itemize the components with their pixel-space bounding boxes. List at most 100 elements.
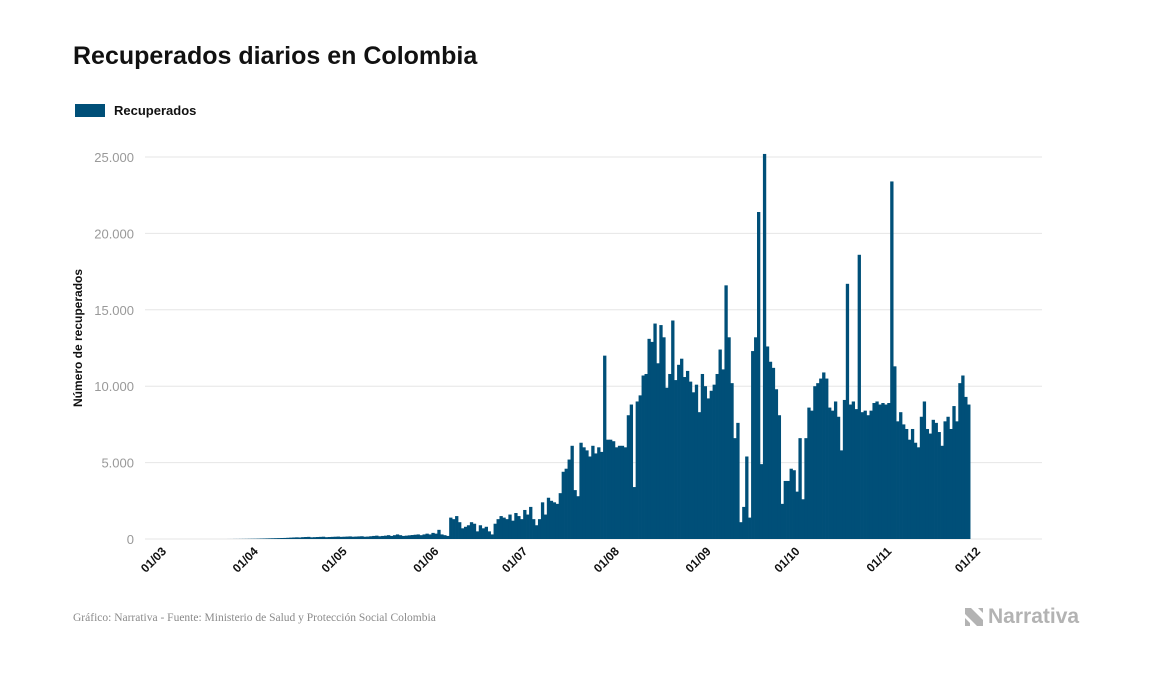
bar (321, 536, 326, 539)
bar (487, 531, 491, 539)
bar (905, 428, 909, 539)
bar (727, 337, 731, 539)
bar (913, 442, 918, 539)
bar (298, 537, 302, 539)
bar (478, 525, 483, 539)
bar (313, 537, 317, 539)
bar (502, 517, 506, 539)
bar (845, 283, 850, 539)
bar (825, 378, 829, 539)
bar (677, 364, 681, 539)
bar (943, 421, 947, 539)
bar (552, 502, 557, 539)
bar (546, 497, 551, 539)
bar (570, 445, 574, 539)
bar (333, 536, 338, 539)
x-tick-label: 01/06 (410, 544, 441, 575)
bar (798, 438, 802, 539)
bar (685, 370, 690, 539)
bar (751, 351, 755, 539)
bar (283, 537, 287, 539)
bar (576, 496, 580, 539)
bar (896, 421, 900, 539)
bar (271, 538, 275, 539)
bar (549, 500, 554, 539)
bar (647, 338, 651, 539)
x-tick-label: 01/09 (683, 544, 714, 575)
bar (759, 464, 764, 539)
bar (783, 480, 787, 539)
bar (931, 419, 935, 539)
bar (774, 389, 779, 539)
bar (437, 529, 441, 539)
bar (289, 537, 293, 539)
bar (922, 401, 927, 539)
bar (910, 428, 915, 539)
bar (336, 536, 340, 539)
bar (907, 439, 912, 539)
bar (505, 519, 509, 539)
bar (389, 535, 394, 539)
bar (866, 415, 870, 539)
bar (656, 363, 660, 539)
bar (869, 410, 873, 539)
bar (688, 381, 693, 539)
bar (345, 536, 349, 539)
x-tick-label: 01/07 (499, 544, 530, 575)
bar (762, 153, 767, 539)
bar (603, 355, 607, 539)
bar (591, 445, 595, 539)
bar (683, 377, 687, 539)
bars (227, 153, 971, 540)
bar (842, 399, 847, 539)
bar (706, 398, 710, 539)
bar (484, 526, 488, 539)
bar (372, 535, 376, 539)
bar (537, 519, 542, 539)
bar (694, 384, 699, 539)
bar (961, 375, 965, 539)
bar (890, 181, 894, 539)
bar (387, 535, 391, 539)
bar (327, 537, 332, 539)
bar (916, 447, 921, 539)
bar (792, 470, 796, 539)
bar (351, 536, 355, 539)
bar (748, 517, 752, 539)
bar (277, 538, 281, 539)
bar (810, 410, 814, 539)
bar (839, 450, 844, 539)
bar (381, 535, 385, 539)
bar (650, 341, 654, 539)
bar (463, 526, 468, 539)
bar (887, 403, 891, 539)
bar (715, 373, 719, 539)
bar (342, 536, 346, 539)
bar (899, 412, 903, 539)
bar (434, 533, 438, 539)
bar (366, 536, 370, 539)
bar (606, 439, 610, 539)
bar (724, 285, 728, 539)
bar (609, 439, 613, 539)
logo-wordmark: Narrativa (988, 605, 1080, 628)
legend-label: Recuperados (114, 103, 197, 118)
bar (431, 532, 435, 539)
x-tick-label: 01/04 (230, 544, 261, 575)
bar (828, 407, 832, 539)
bar (520, 519, 524, 539)
y-tick-label: 5.000 (101, 456, 134, 471)
bar (466, 525, 471, 539)
x-tick-label: 01/05 (319, 544, 350, 575)
bar (475, 531, 480, 539)
y-tick-label: 15.000 (94, 303, 134, 318)
narrativa-logo: Narrativa (963, 605, 1079, 629)
bar (739, 522, 743, 539)
bar (860, 412, 864, 539)
bar (964, 396, 968, 539)
bar (807, 407, 811, 539)
bar (422, 534, 426, 539)
bar (700, 373, 705, 539)
y-tick-label: 20.000 (94, 226, 134, 241)
